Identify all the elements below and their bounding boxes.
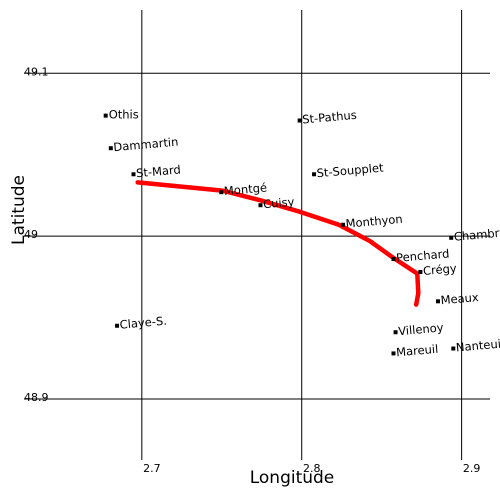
grid — [24, 10, 490, 460]
town-marker: Cuisy — [258, 195, 296, 212]
town-dot — [312, 172, 317, 177]
town-marker: Monthyon — [340, 212, 403, 231]
town-label: Othis — [109, 108, 139, 122]
town-dot — [115, 323, 120, 328]
town-label: Penchard — [396, 246, 450, 265]
town-dot — [131, 172, 136, 177]
y-axis-label: Latitude — [9, 175, 29, 245]
town-marker: Crégy — [418, 261, 457, 278]
town-label: Crégy — [422, 261, 457, 278]
town-marker: Othis — [103, 108, 139, 122]
town-dot — [219, 190, 224, 195]
town-dot — [103, 113, 108, 118]
town-marker: St-Soupplet — [312, 160, 384, 180]
town-marker: Chambry — [449, 225, 500, 244]
town-marker: Mareuil — [391, 342, 439, 360]
town-label: Chambry — [453, 225, 500, 244]
town-marker: Meaux — [435, 290, 479, 307]
town-label: Mareuil — [396, 342, 439, 360]
town-dot — [418, 269, 423, 274]
towns: Othis Dammartin St-Mard St-Pathus St-Soupple… — [103, 108, 500, 360]
town-dot — [391, 351, 396, 356]
x-tick-label: 2.6 — [0, 462, 1, 475]
town-label: Dammartin — [113, 135, 179, 155]
y-tick-label: 48.9 — [24, 391, 49, 404]
town-label: Cuisy — [263, 195, 296, 212]
tick-labels: 2.6 2.7 2.8 2.9 48.9 49 49.1 — [0, 65, 480, 475]
town-dot — [258, 203, 263, 208]
town-label: Nanteuil — [455, 336, 500, 354]
town-label: Meaux — [440, 290, 479, 307]
town-marker: St-Mard — [131, 162, 182, 180]
town-marker: Penchard — [391, 246, 450, 265]
town-marker: Montgé — [219, 180, 268, 198]
town-dot — [393, 330, 398, 335]
town-dot — [391, 256, 396, 261]
town-dot — [340, 222, 345, 227]
x-axis-label: Longitude — [250, 468, 335, 488]
town-marker: St-Pathus — [297, 108, 358, 127]
route — [135, 180, 421, 307]
town-label: Claye-S. — [119, 314, 167, 332]
town-dot — [297, 118, 302, 123]
town-label: Montgé — [223, 180, 267, 198]
town-label: St-Pathus — [302, 108, 358, 127]
town-label: Monthyon — [345, 212, 403, 231]
x-tick-label: 2.8 — [303, 462, 321, 475]
town-marker: Nanteuil — [451, 336, 500, 355]
town-label: St-Mard — [136, 162, 182, 180]
x-tick-label: 2.7 — [143, 462, 161, 475]
town-dot — [449, 235, 454, 240]
town-dot — [108, 146, 113, 151]
town-marker: Claye-S. — [115, 314, 167, 332]
y-tick-label: 49.1 — [24, 65, 49, 78]
town-dot — [451, 346, 456, 351]
route-line — [135, 180, 421, 307]
town-marker: Dammartin — [108, 135, 179, 155]
y-tick-label: 49 — [24, 228, 38, 241]
town-label: St-Soupplet — [316, 160, 384, 180]
town-dot — [435, 299, 440, 304]
town-label: Villenoy — [398, 320, 445, 338]
town-marker: Villenoy — [393, 320, 445, 338]
x-tick-label: 2.9 — [463, 462, 481, 475]
